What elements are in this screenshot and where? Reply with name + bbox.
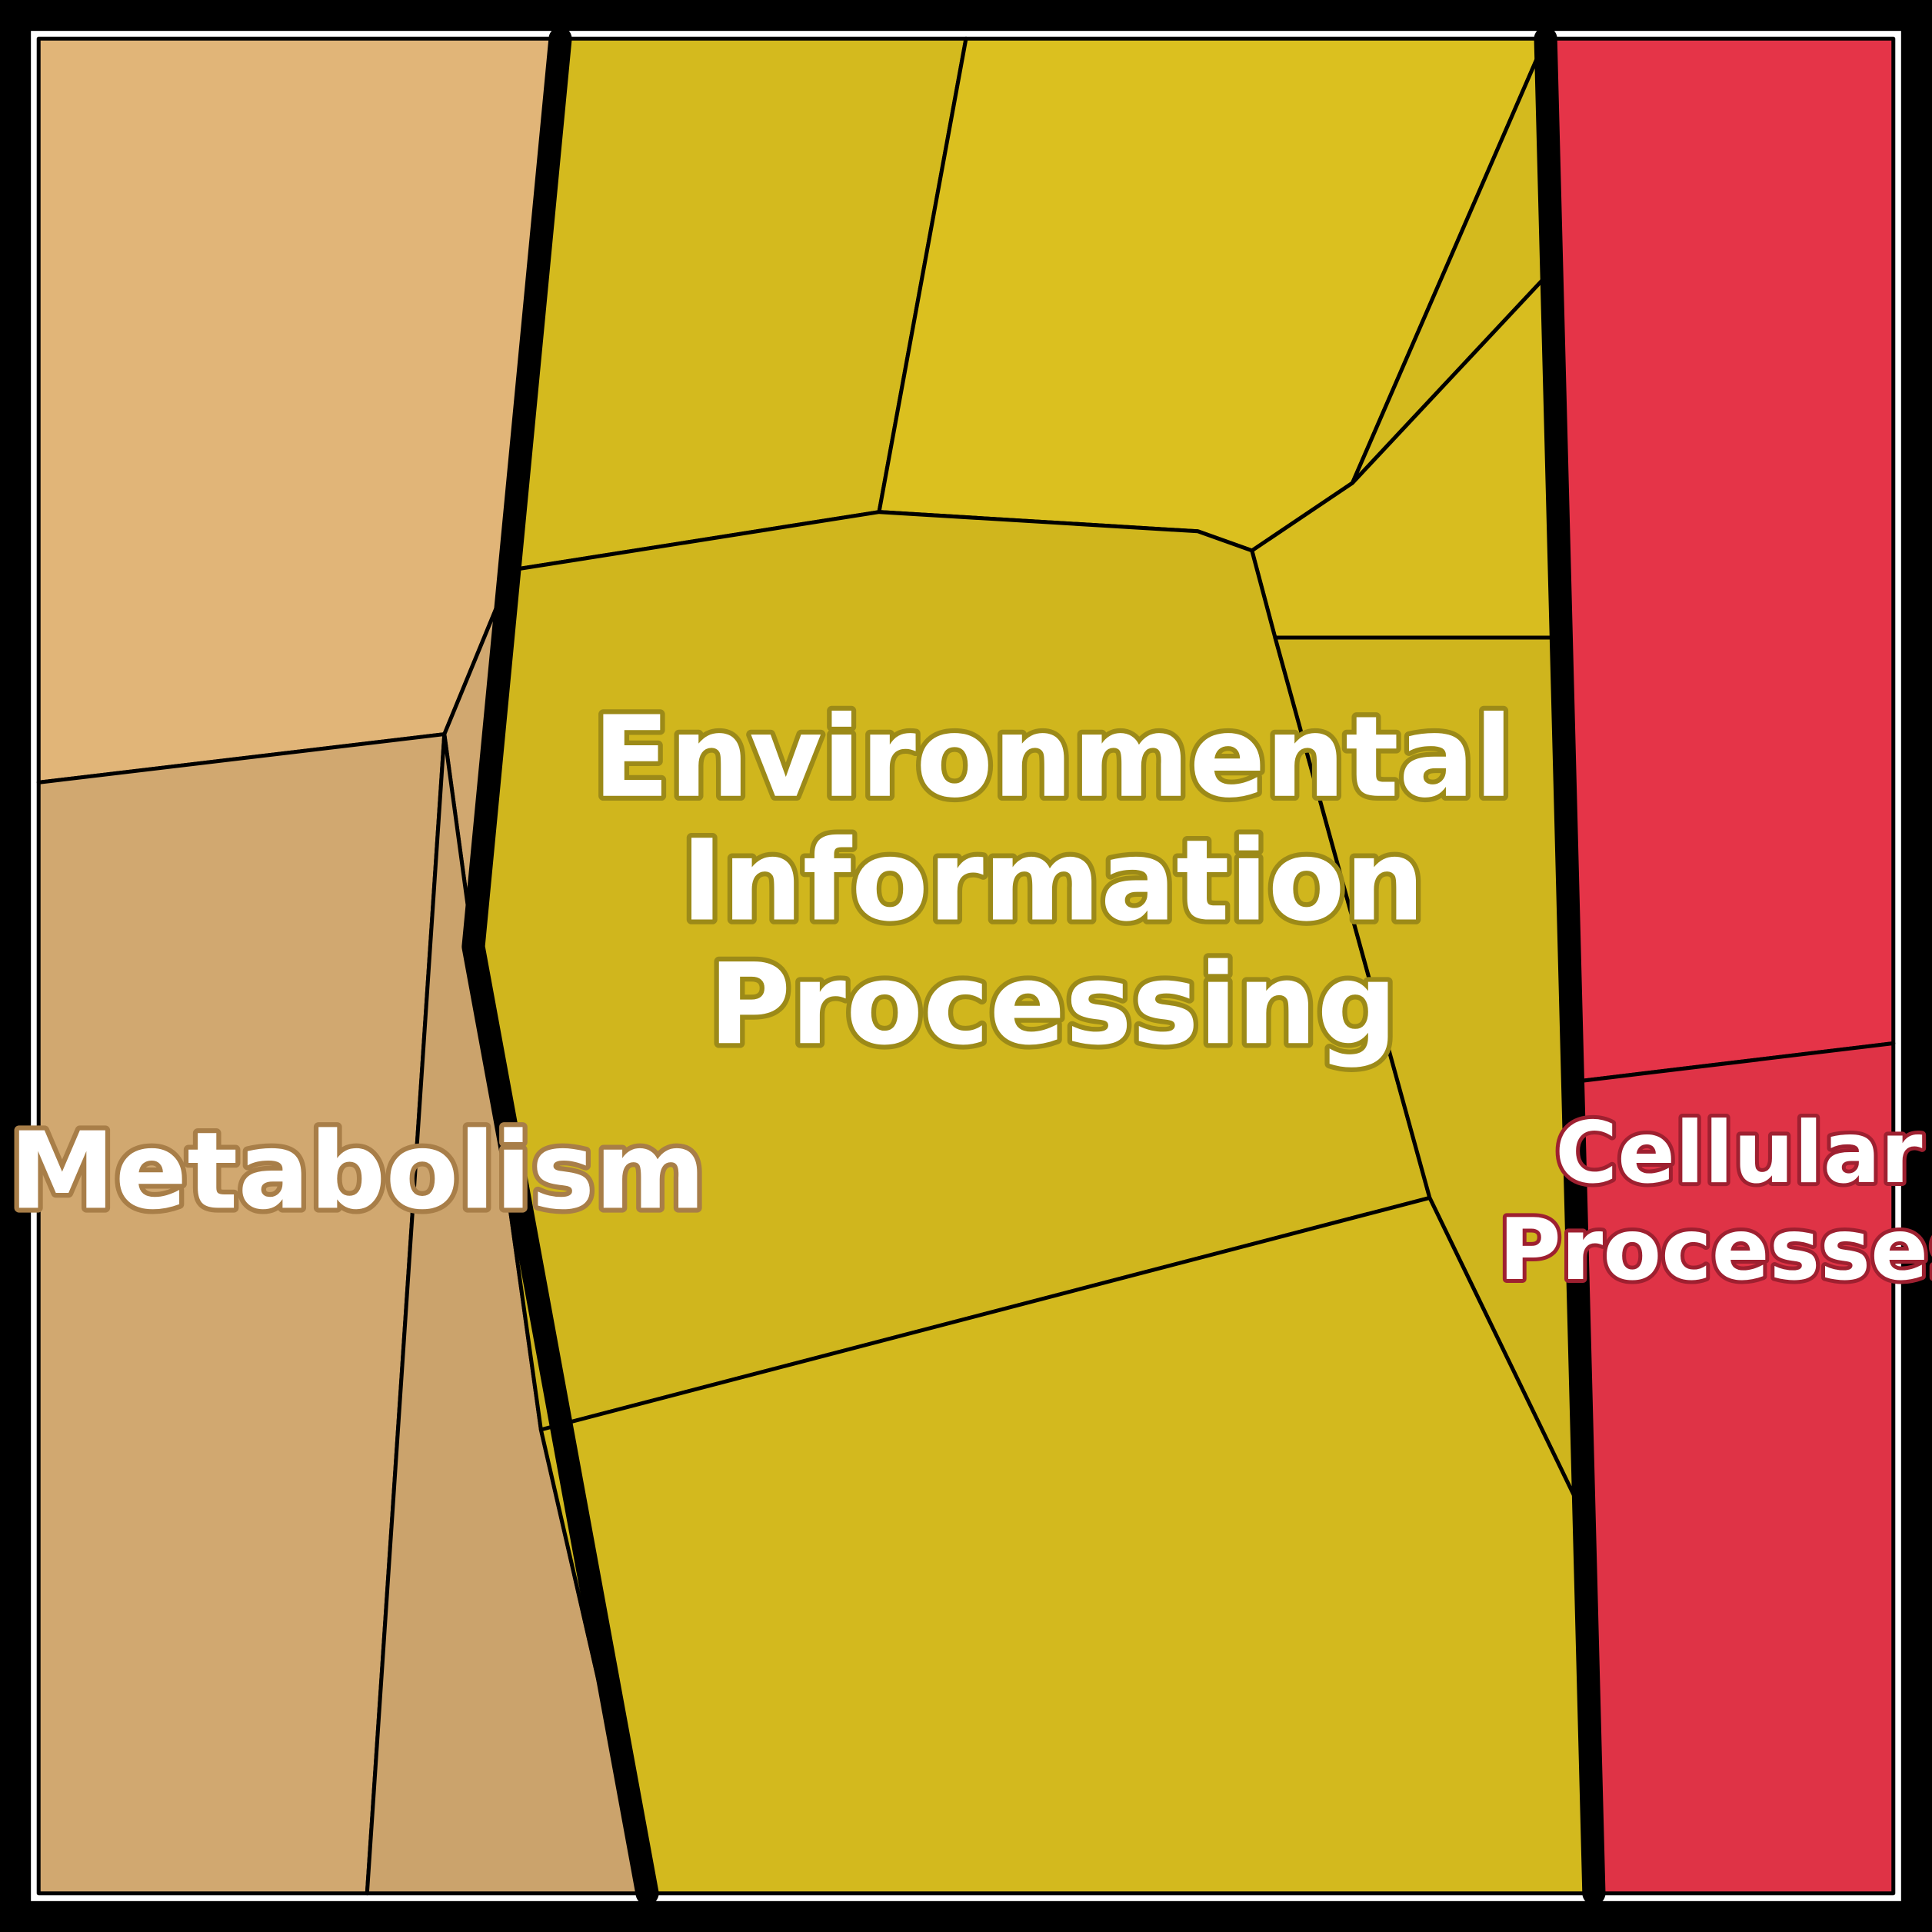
voronoi-treemap: Metabolism EnvironmentalInformationProces… — [0, 0, 1932, 1932]
region-label-metabolism: Metabolism — [9, 1109, 705, 1233]
cell — [1546, 38, 1894, 1081]
region-label-cellular: CellularProcesses — [1499, 1104, 1932, 1300]
region-label-environmental: EnvironmentalInformationProcessing — [593, 693, 1513, 1071]
